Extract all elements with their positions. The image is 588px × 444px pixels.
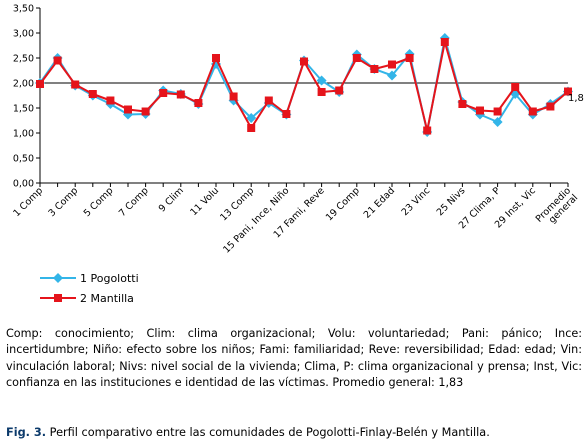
data-point-mantilla [176,90,185,99]
x-axis: 1 Comp 3 Comp 5 Comp 7 Comp 9 Clim 11 Volu13 … [11,182,581,256]
figure-label: Fig. 3. [6,426,47,439]
y-tick-label: 1,00 [13,129,34,140]
x-tick-label: 25 Nivs [435,185,468,218]
data-point-mantilla [476,106,484,115]
data-point-mantilla [71,80,80,89]
data-point-mantilla [564,87,572,96]
data-point-mantilla [300,57,308,66]
x-tick-label: 7 Comp [117,185,151,219]
x-tick-label: 11 Volu [188,185,221,218]
data-point-mantilla [335,86,344,95]
data-point-mantilla [88,90,97,98]
y-tick-label: 2,00 [13,79,34,90]
data-point-mantilla [528,107,537,116]
data-point-mantilla [212,54,220,62]
data-point-mantilla [370,65,379,73]
legend-label-mantilla: 2 Mantilla [80,291,134,305]
data-point-mantilla [282,110,291,118]
data-point-mantilla [440,38,449,46]
y-tick-label: 0,50 [13,154,34,165]
legend-item-mantilla: 2 Mantilla [40,288,139,308]
data-point-mantilla [264,96,273,105]
chart-series [35,33,573,137]
x-tick-label: 5 Comp [82,185,116,219]
y-tick-label: 0,00 [13,179,34,190]
series-line-pogolotti [39,37,569,133]
data-point-mantilla [53,56,62,65]
legend-label-pogolotti: 1 Pogolotti [80,271,139,285]
data-point-mantilla [247,124,256,132]
data-point-mantilla [106,96,115,105]
data-point-mantilla [511,83,520,91]
x-tick-label: 19 Comp [324,185,362,223]
y-tick-label: 3,50 [13,4,34,15]
abbreviation-notes: Comp: conocimiento; Clim: clima organiza… [6,327,582,389]
legend-item-pogolotti: 1 Pogolotti [40,268,139,288]
figure-caption: Fig. 3. Perfil comparativo entre las com… [6,426,582,440]
y-tick-label: 3,00 [13,29,34,40]
x-tick-label: 15 Pani, Ince, Niño [221,185,291,255]
data-point-pogolotti [387,70,397,81]
x-tick-label: Promediogeneral [534,185,581,232]
chart-legend: 1 Pogolotti 2 Mantilla [40,268,139,308]
x-tick-label: 3 Comp [47,185,81,219]
legend-swatch-pogolotti [40,273,76,283]
data-point-pogolotti [246,113,257,123]
data-point-mantilla [388,60,396,69]
line-chart: 0,00 0,50 1,00 1,50 2,00 2,50 3,00 3,50 1 Comp 3… [11,4,584,256]
y-axis: 0,00 0,50 1,00 1,50 2,00 2,50 3,00 3,50 [13,4,568,190]
y-tick-label: 1,50 [13,104,34,115]
data-point-mantilla [546,102,555,111]
legend-swatch-mantilla [40,294,76,302]
data-point-mantilla [124,105,132,114]
figure-caption-text: Perfil comparativo entre las comunidades… [49,426,490,439]
data-point-mantilla [493,107,502,116]
data-point-mantilla [141,107,150,116]
data-point-mantilla [194,99,203,107]
data-point-mantilla [352,54,361,62]
data-point-mantilla [458,100,467,108]
data-point-pogolotti [492,117,503,127]
data-point-mantilla [159,89,168,97]
data-point-pogolotti [316,75,327,86]
data-point-mantilla [36,80,44,88]
x-tick-label: 23 Vinc [400,185,433,218]
end-value-label: 1,8 [568,93,584,104]
x-tick-label: 21 Edad [362,185,397,220]
data-point-mantilla [405,54,414,62]
data-point-mantilla [229,92,238,101]
data-point-mantilla [423,126,432,135]
x-tick-label: 1 Comp [11,185,45,219]
y-tick-label: 2,50 [13,54,34,65]
data-point-mantilla [317,88,326,96]
x-tick-label: 9 Clim [157,185,186,214]
